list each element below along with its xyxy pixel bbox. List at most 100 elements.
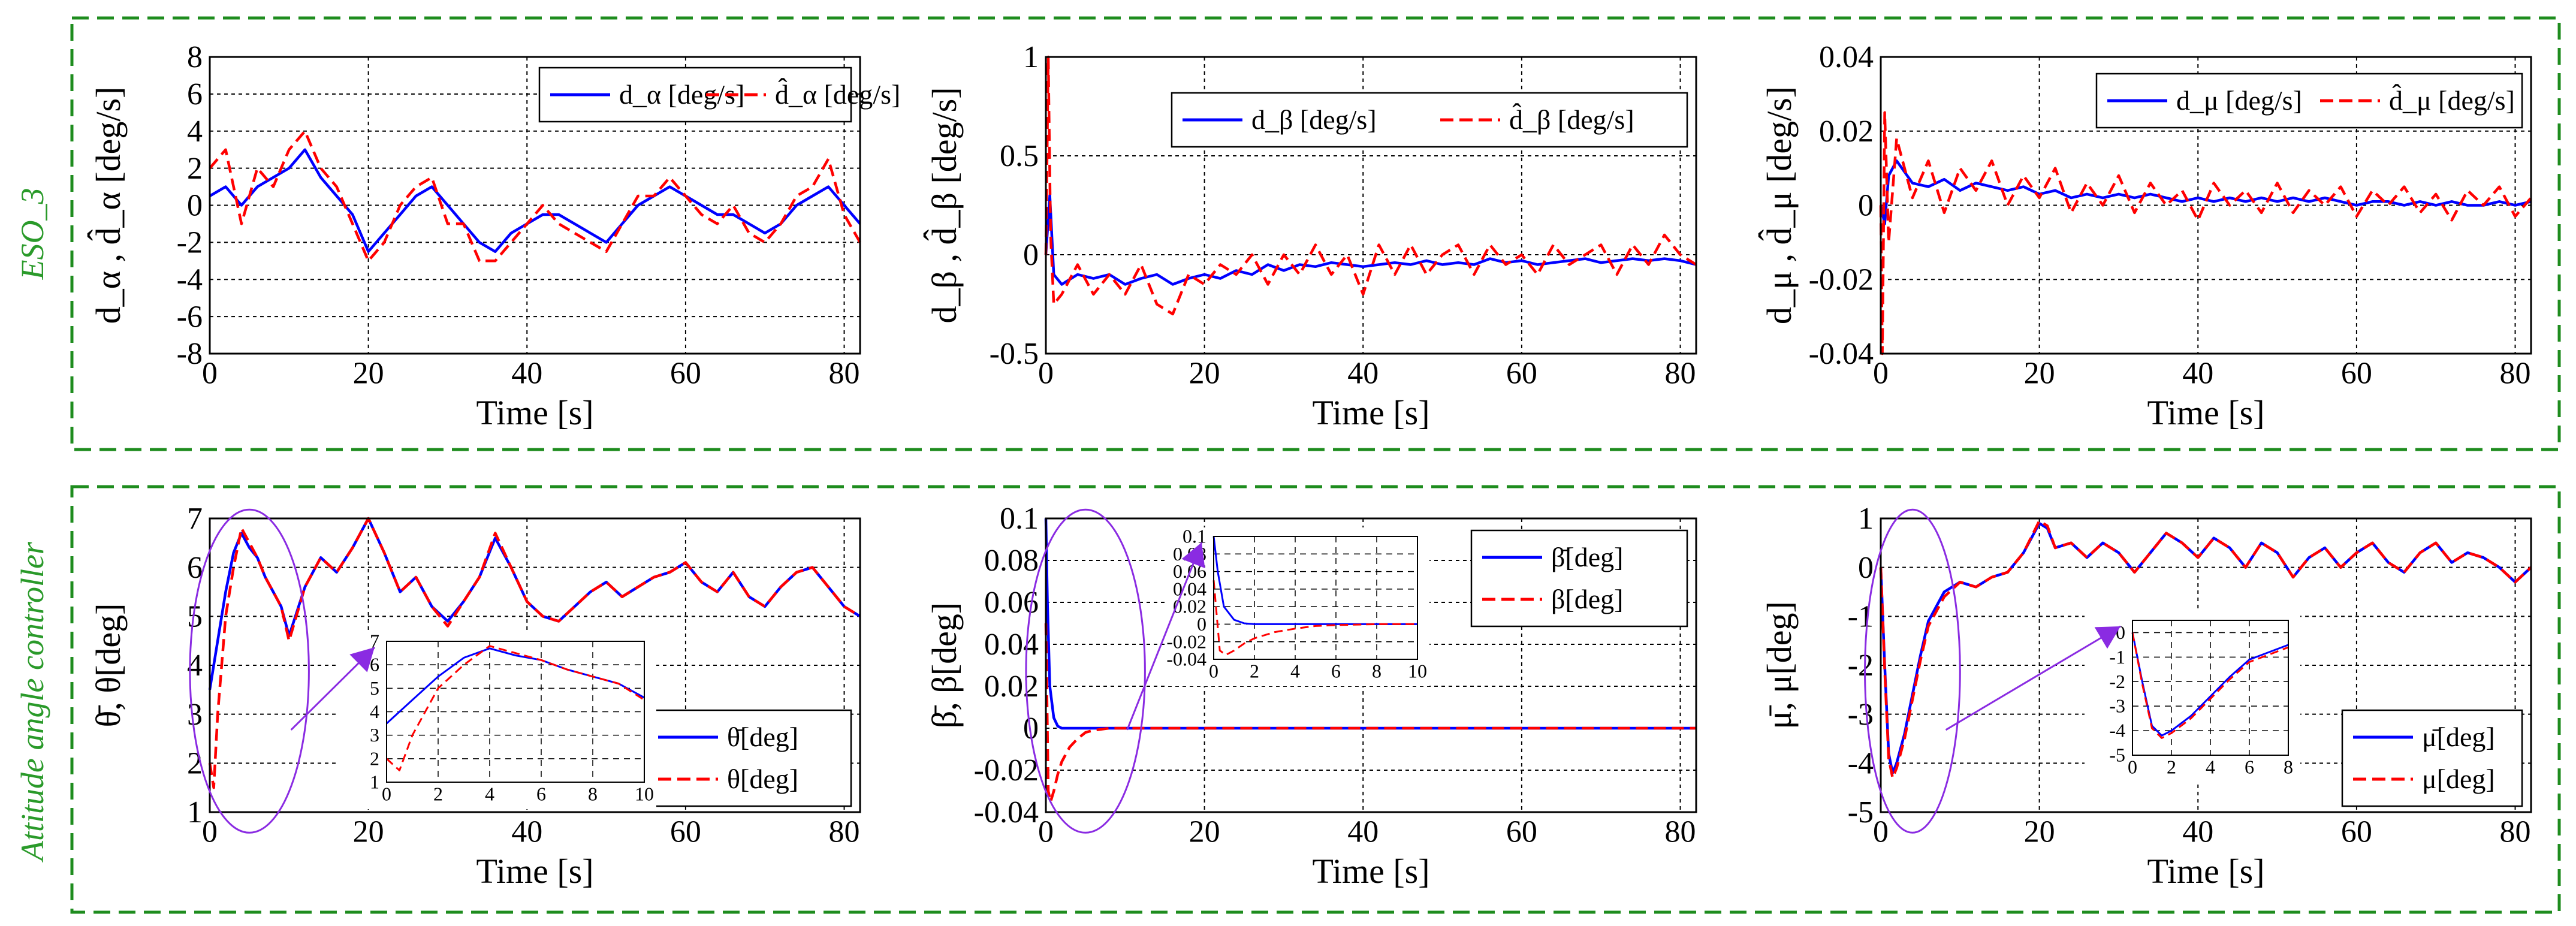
inset-y-tick-label: 3 (370, 724, 379, 746)
inset-y-tick-label: -3 (2109, 695, 2125, 717)
x-axis-label: Time [s] (476, 393, 593, 432)
series-line (1879, 159, 2532, 225)
y-tick-label: -4 (177, 263, 203, 297)
x-tick-label: 0 (202, 815, 218, 849)
inset-y-tick-label: -2 (2109, 671, 2125, 692)
x-tick-label: 80 (2500, 356, 2531, 390)
legend-label: μ̄[deg] (2422, 722, 2495, 752)
x-axis-label: Time [s] (476, 852, 593, 891)
y-tick-label: 4 (187, 114, 203, 149)
section-frame-attitude (70, 485, 2561, 914)
inset-y-tick-label: 5 (370, 677, 379, 699)
series-line (1044, 518, 1696, 730)
x-tick-label: 0 (1873, 815, 1889, 849)
inset-x-tick-label: 8 (1372, 660, 1381, 681)
inset-y-tick-label: 4 (370, 701, 379, 722)
inset-y-tick-label: -0.04 (1166, 648, 1206, 670)
y-tick-label: -0.04 (974, 795, 1039, 830)
chart-panel-3: 0 20 40 60 80 -0.04 -0.02 0 0.02 0.04 Time [s] d_μ … (1758, 40, 2532, 432)
inset-frame (386, 641, 645, 783)
inset-y-tick-label: -0.02 (1166, 631, 1206, 652)
inset-series-line (1212, 580, 1417, 656)
x-tick-label: 20 (2024, 356, 2055, 390)
zoom-ellipse (1864, 508, 1961, 834)
x-tick-label: 20 (353, 356, 384, 390)
inset-y-tick-label: 0.1 (1183, 526, 1206, 547)
y-tick-label: 0.5 (1000, 139, 1039, 173)
inset-frame (1213, 536, 1418, 660)
x-tick-label: 40 (511, 815, 542, 849)
y-tick-label: 0.1 (1000, 502, 1039, 536)
chart-panel-5: 0 20 40 60 80-0.04-0.0200.020.040.060.080.1T… (925, 502, 1697, 891)
y-tick-label: -0.02 (974, 753, 1039, 788)
inset-series-line (2131, 632, 2289, 739)
inset-x-tick-label: 10 (1408, 660, 1427, 681)
inset-x-tick-label: 4 (485, 783, 494, 804)
inset-x-tick-label: 8 (2284, 756, 2293, 777)
legend-box (2095, 73, 2523, 129)
y-tick-label: 0.02 (984, 669, 1039, 704)
zoom-arrow-head (1181, 542, 1205, 569)
y-tick-label: -5 (1848, 795, 1874, 830)
series-line (1044, 623, 1696, 803)
inset-y-tick-label: -1 (2109, 646, 2125, 668)
y-axis-label: μ̄, μ[deg] (1760, 601, 1799, 729)
inset-x-tick-label: 6 (2245, 756, 2254, 777)
x-tick-label: 60 (2341, 356, 2372, 390)
y-tick-label: 0 (1858, 551, 1874, 585)
y-tick-label: 1 (1858, 502, 1874, 536)
inset-y-tick-label: 6 (370, 654, 379, 675)
x-tick-label: 20 (1189, 356, 1220, 390)
x-tick-label: 60 (1506, 815, 1537, 849)
inset-x-tick-label: 2 (2167, 756, 2176, 777)
x-tick-label: 20 (2024, 815, 2055, 849)
inset-y-tick-label: -4 (2109, 720, 2125, 741)
x-tick-label: 40 (1347, 356, 1379, 390)
plot-frame (1045, 517, 1697, 813)
legend-label: μ[deg] (2422, 764, 2495, 794)
x-tick-label: 20 (1189, 815, 1220, 849)
y-tick-label: 7 (187, 502, 203, 536)
y-tick-label: 0.08 (984, 544, 1039, 578)
legend-box (646, 709, 852, 807)
legend-box (2341, 709, 2523, 807)
zoom-ellipse (189, 508, 310, 834)
y-tick-label: -2 (1848, 648, 1874, 683)
x-tick-label: 80 (1665, 356, 1696, 390)
x-tick-label: 60 (2341, 815, 2372, 849)
legend-label: d_α [deg/s] (619, 79, 744, 110)
x-tick-label: 80 (2500, 815, 2531, 849)
y-tick-label: 0 (187, 189, 203, 223)
x-axis-label: Time [s] (1312, 852, 1429, 891)
plot-frame (209, 56, 861, 355)
y-tick-label: 3 (187, 698, 203, 732)
inset-y-tick-label: 2 (370, 747, 379, 769)
legend-label: d_β [deg/s] (1251, 104, 1377, 135)
x-tick-label: 60 (670, 356, 701, 390)
legend-label: d̂_μ [deg/s] (2389, 83, 2515, 116)
y-tick-label: -0.02 (1809, 263, 1874, 297)
plot-frame (209, 517, 861, 813)
y-axis-label: d_μ , d̂_μ [deg/s] (1758, 86, 1799, 324)
inset-series-line (1212, 536, 1417, 625)
inset-background (2085, 611, 2300, 782)
x-tick-label: 40 (2182, 815, 2213, 849)
series-line (209, 148, 861, 254)
y-axis-label: d_β , d̂_β [deg/s] (924, 87, 964, 323)
inset-x-tick-label: 0 (1209, 660, 1218, 681)
inset-frame (2132, 620, 2289, 756)
inset-x-tick-label: 0 (382, 783, 391, 804)
inset-y-tick-label: -5 (2109, 744, 2125, 766)
legend-label: β[deg] (1551, 584, 1623, 614)
x-tick-label: 80 (829, 356, 860, 390)
x-tick-label: 0 (1038, 356, 1054, 390)
y-tick-label: -3 (1848, 698, 1874, 732)
inset-background (339, 632, 656, 809)
